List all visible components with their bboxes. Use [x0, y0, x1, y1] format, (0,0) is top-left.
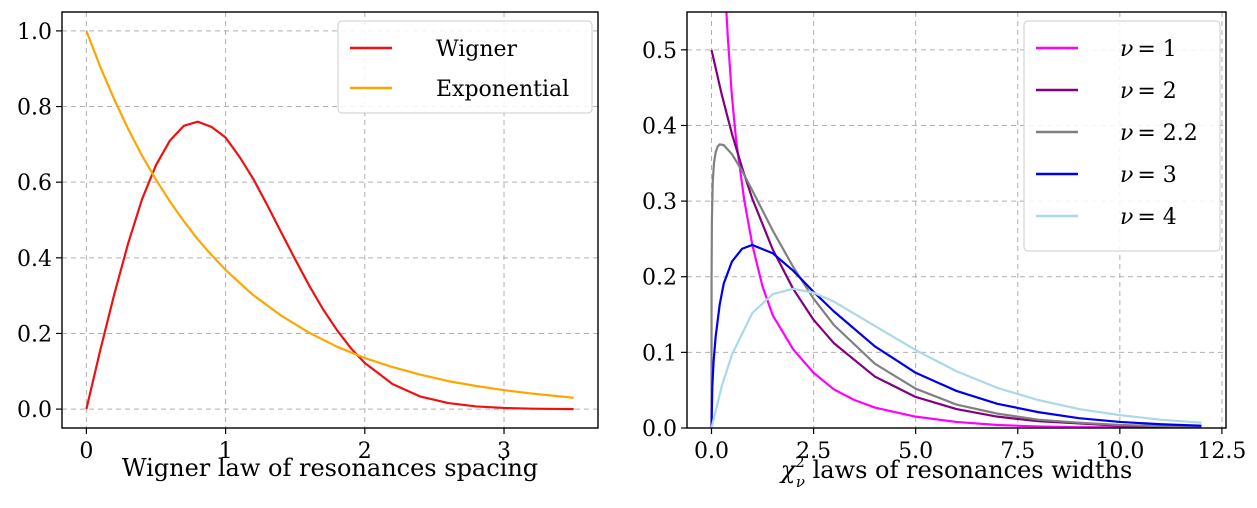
- y-tick-label: 0.4: [642, 114, 677, 139]
- legend-label: ν = 3: [1120, 163, 1177, 188]
- legend-label-value: = 2.2: [1137, 121, 1197, 146]
- legend-label-value: = 4: [1137, 205, 1176, 230]
- x-axis-title-superscript: 2: [795, 453, 805, 471]
- series-group: [710, 12, 1202, 428]
- legend-label-symbol: ν: [1120, 79, 1133, 104]
- x-axis-title-subscript: ν: [796, 473, 805, 491]
- x-axis-title-text: laws of resonances widths: [805, 456, 1132, 484]
- x-axis-title-symbol: χ: [779, 456, 797, 484]
- plot-frame: [61, 11, 599, 429]
- x-axis: 0.0 2.5 5.0 7.5 10.0 12.5: [694, 428, 1246, 464]
- plot-frame: [686, 11, 1227, 429]
- x-tick-label: 10.0: [1095, 439, 1144, 464]
- legend-label-symbol: ν: [1120, 205, 1133, 230]
- x-tick-label: 2.5: [796, 439, 831, 464]
- y-axis: 0.0 0.2 0.4 0.6 0.8 1.0: [17, 20, 62, 423]
- legend-label-value: = 3: [1137, 163, 1176, 188]
- y-tick-label: 0.6: [17, 171, 52, 196]
- series-line-1: [710, 49, 1202, 428]
- x-tick-label: 0: [79, 439, 93, 464]
- x-axis-title: Wigner law of resonances spacing: [122, 454, 538, 482]
- y-tick-label: 0.1: [642, 341, 677, 366]
- y-tick-label: 0.0: [642, 417, 677, 442]
- chi-squared-chart-panel: 0.0 2.5 5.0 7.5 10.0 12.5 0.0 0.1 0.2 0.3 0.4 0.5 χ2…: [642, 11, 1246, 491]
- series-line-0: [85, 120, 574, 411]
- y-tick-label: 0.0: [17, 398, 52, 423]
- x-tick-label: 3: [497, 439, 511, 464]
- legend-label: ν = 1: [1120, 37, 1177, 62]
- y-tick-label: 0.3: [642, 190, 677, 215]
- x-tick-label: 1: [219, 439, 233, 464]
- series-group: [85, 30, 574, 411]
- x-tick-label: 12.5: [1197, 439, 1246, 464]
- x-tick-label: 5.0: [898, 439, 933, 464]
- y-tick-label: 0.5: [642, 39, 677, 64]
- legend-label: ν = 2.2: [1120, 121, 1198, 146]
- series-line-2: [710, 143, 1202, 428]
- legend-label: ν = 2: [1120, 79, 1177, 104]
- x-tick-label: 7.5: [1000, 439, 1035, 464]
- legend-label: Wigner: [436, 37, 518, 62]
- legend-label-symbol: ν: [1120, 37, 1133, 62]
- legend-box: [1023, 20, 1221, 252]
- legend-label-value: = 1: [1137, 37, 1176, 62]
- legend: Wigner Exponential: [337, 20, 593, 114]
- legend-box: [337, 20, 593, 114]
- series-line-3: [710, 243, 1202, 428]
- wigner-chart-panel: 0 1 2 3 0.0 0.2 0.4 0.6 0.8 1.0 Wigner law of reso…: [17, 11, 599, 482]
- legend-label-value: = 2: [1137, 79, 1176, 104]
- x-axis: 0 1 2 3: [79, 428, 511, 464]
- y-tick-label: 0.2: [642, 266, 677, 291]
- legend-label: ν = 4: [1120, 205, 1177, 230]
- y-tick-label: 0.4: [17, 247, 52, 272]
- x-tick-label: 2: [358, 439, 372, 464]
- legend-label-symbol: ν: [1120, 163, 1133, 188]
- y-tick-label: 0.8: [17, 96, 52, 121]
- series-line-0: [725, 12, 1202, 428]
- y-axis: 0.0 0.1 0.2 0.3 0.4 0.5: [642, 39, 687, 442]
- legend-label: Exponential: [436, 77, 569, 102]
- legend: ν = 1ν = 2ν = 2.2ν = 3ν = 4: [1023, 20, 1221, 252]
- series-line-4: [710, 287, 1202, 428]
- y-tick-label: 0.2: [17, 322, 52, 347]
- legend-label-symbol: ν: [1120, 121, 1133, 146]
- y-tick-label: 1.0: [17, 20, 52, 45]
- x-tick-label: 0.0: [694, 439, 729, 464]
- series-line-1: [85, 30, 574, 399]
- x-axis-title: χ2 ν laws of resonances widths: [779, 453, 1133, 491]
